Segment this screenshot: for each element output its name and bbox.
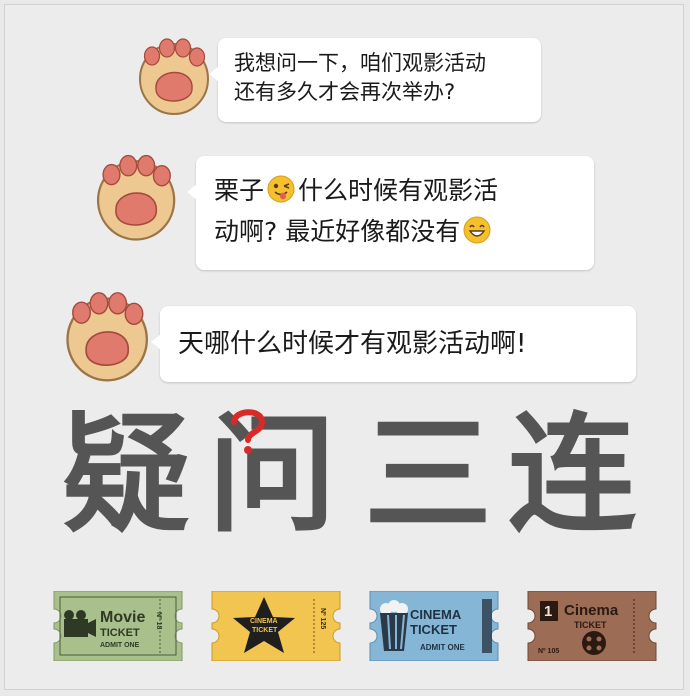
paw-avatar-1 — [139, 38, 209, 115]
ticket-3-word2: TICKET — [410, 622, 457, 637]
ticket-3-word1: CINEMA — [410, 607, 462, 622]
message-text: 栗子 — [214, 176, 265, 205]
cinema-ticket-brown — [527, 591, 657, 661]
ticket-2-word2: TICKET — [252, 627, 278, 634]
message-line: 栗子 什么时候有观影活 — [214, 172, 576, 213]
ticket-1-num: Nº 18 — [155, 612, 162, 630]
ticket-4-badge: 1 — [544, 603, 553, 620]
title-char-1: 疑 — [62, 400, 191, 550]
cat-paw-icon — [139, 38, 209, 115]
message-line: 动啊? 最近好像都没有 — [214, 213, 576, 254]
paw-avatar-3 — [66, 292, 148, 382]
message-bubble-3: 天哪什么时候才有观影活动啊! — [151, 306, 636, 382]
message-bubble-2: 栗子 什么时候有观影活 动啊? 最近好像都没有 — [187, 156, 594, 270]
cinema-ticket-blue — [369, 591, 499, 661]
ticket-1-sub: ADMIT ONE — [100, 642, 140, 649]
message-bubble-1: 我想问一下，咱们观影活动 还有多久才会再次举办? — [209, 38, 541, 122]
message-line: 还有多久才会再次举办? — [234, 80, 456, 104]
title-char-2: 问 — [208, 400, 337, 550]
ticket-4-num: Nº 105 — [538, 648, 560, 655]
ticket-1-word2: TICKET — [100, 627, 140, 639]
ticket-2-num: Nº 125 — [319, 608, 326, 630]
message-line: 我想问一下，咱们观影活动 — [234, 51, 486, 75]
popcorn-icon — [380, 600, 408, 651]
ticket-2-word1: CINEMA — [250, 618, 278, 625]
message-line: 天哪什么时候才有观影活动啊! — [178, 329, 527, 359]
ticket-3-sub: ADMIT ONE — [420, 643, 465, 652]
title-char-4: 连 — [508, 400, 637, 550]
question-mark-icon — [231, 409, 266, 454]
film-camera-icon — [64, 610, 96, 637]
star-icon — [233, 597, 295, 653]
message-text: 什么时候有观影活 — [298, 176, 499, 205]
ticket-1-word1: Movie — [100, 609, 146, 626]
title-char-3: 三 — [364, 400, 493, 550]
cat-paw-icon — [66, 292, 148, 382]
ticket-4-word1: Cinema — [564, 602, 619, 619]
wink-tongue-emoji-icon — [267, 175, 295, 213]
grin-emoji-icon — [463, 216, 491, 254]
paw-avatar-2 — [96, 154, 176, 241]
film-reel-icon — [582, 631, 606, 655]
cat-paw-icon — [96, 154, 176, 241]
movie-ticket-green — [53, 591, 183, 661]
message-text: 动啊? 最近好像都没有 — [214, 217, 461, 246]
ticket-4-word2: TICKET — [574, 620, 607, 630]
cinema-ticket-yellow — [211, 591, 341, 661]
